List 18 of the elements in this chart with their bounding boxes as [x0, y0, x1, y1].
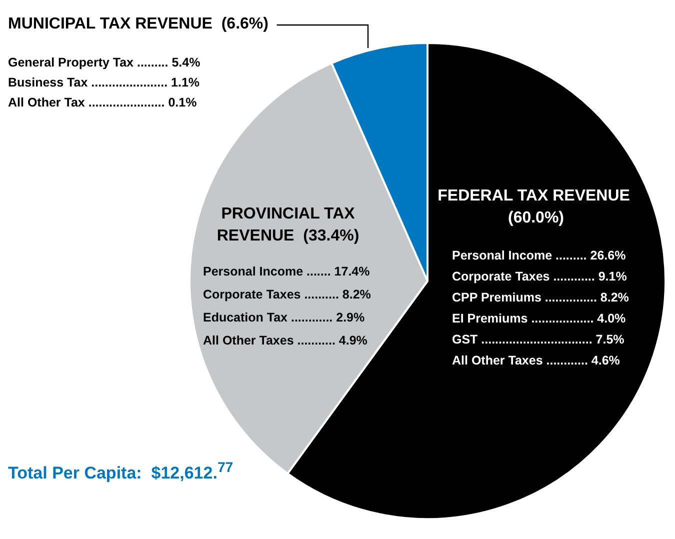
text: Personal Income ....... 17.4%	[203, 264, 370, 279]
text: CPP Premiums ............... 8.2%	[452, 290, 629, 305]
text: All Other Taxes ............ 4.6%	[452, 354, 620, 368]
text: Personal Income ......... 26.6%	[452, 248, 626, 263]
slice-label: FEDERAL TAX REVENUE	[438, 187, 634, 204]
text: Education Tax ............ 2.9%	[203, 310, 365, 325]
text: General Property Tax ......... 5.4%	[8, 56, 200, 70]
text: Corporate Taxes ............ 9.1%	[452, 270, 627, 284]
text: Total Per Capita: $12,612.$^{77}$	[8, 460, 234, 484]
slice-label: PROVINCIAL TAX REVENUE (33.4%)	[216, 205, 360, 244]
text: Corporate Taxes .......... 8.2%	[203, 288, 371, 302]
text: All Other Tax ...................... 0.1%	[8, 96, 197, 110]
text: Business Tax ...................... 1.1%	[8, 76, 200, 90]
text: GST ................................ 7.5%	[452, 332, 624, 347]
slice-label: MUNICIPAL TAX REVENUE (6.6%)	[8, 15, 268, 32]
text: All Other Taxes ........... 4.9%	[203, 334, 368, 348]
data-label: (60.0%)	[508, 209, 564, 226]
text: EI Premiums .................. 4.0%	[452, 312, 626, 326]
